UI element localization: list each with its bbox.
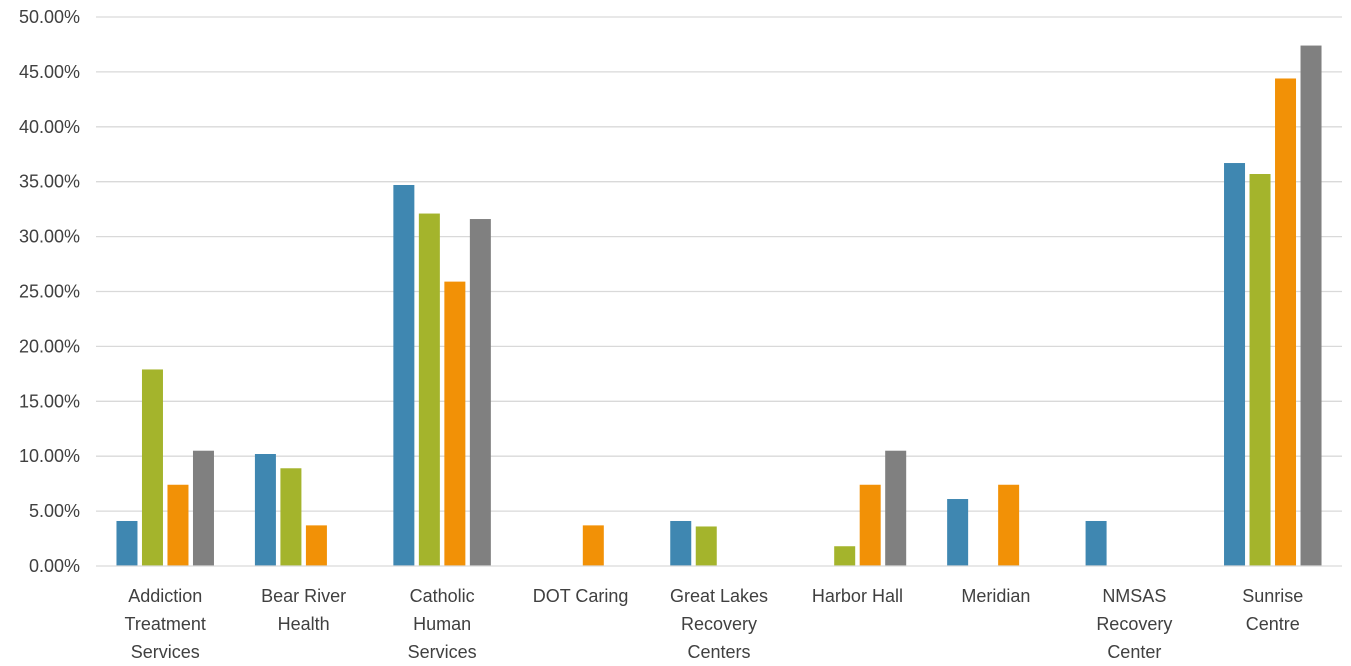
x-category-label-line: Harbor Hall: [812, 586, 903, 606]
x-category-label-line: DOT Caring: [533, 586, 629, 606]
bar-series-4-cat-6: [885, 450, 907, 566]
bar-series-4-cat-3: [469, 219, 491, 567]
bar-series-1-cat-1: [116, 520, 138, 566]
x-category-label-line: Great Lakes: [670, 586, 768, 606]
x-category-label: Great Lakes Recovery Centers: [670, 586, 768, 662]
x-category-label-line: Centers: [687, 642, 750, 662]
y-tick-label: 20.00%: [19, 336, 80, 356]
bar-series-4-cat-9: [1300, 45, 1322, 567]
bar-series-2-cat-1: [141, 369, 163, 566]
bar-series-2-cat-3: [418, 213, 440, 567]
bar-series-1-cat-5: [670, 520, 692, 566]
x-category-label-line: NMSAS: [1102, 586, 1166, 606]
x-category-label-line: Services: [131, 642, 200, 662]
bar-series-3-cat-4: [582, 525, 604, 566]
bar-series-2-cat-2: [280, 468, 302, 566]
bar-series-3-cat-9: [1275, 78, 1297, 566]
y-tick-label: 25.00%: [19, 282, 80, 302]
x-category-label: Addiction Treatment Services: [125, 586, 206, 662]
y-axis-tick-labels: 0.00% 5.00% 10.00% 15.00% 20.00% 25.00% 30.00%…: [19, 7, 80, 576]
x-category-label-line: Center: [1107, 642, 1161, 662]
x-category-label-line: Recovery: [681, 614, 757, 634]
y-tick-label: 0.00%: [29, 556, 80, 576]
x-category-label-line: Recovery: [1096, 614, 1172, 634]
bar-series-3-cat-1: [167, 484, 189, 566]
bar-series-1-cat-9: [1224, 163, 1246, 566]
x-category-label-line: Health: [278, 614, 330, 634]
x-category-label-line: Centre: [1246, 614, 1300, 634]
x-category-label-line: Human: [413, 614, 471, 634]
bar-series-1-cat-3: [393, 184, 415, 566]
x-axis-category-labels: Addiction Treatment Services Bear River Heal…: [125, 586, 1304, 662]
x-category-label: Bear River Health: [261, 586, 346, 634]
y-tick-label: 30.00%: [19, 227, 80, 247]
bars: [116, 45, 1322, 567]
bar-series-1-cat-2: [254, 454, 276, 566]
x-category-label: Harbor Hall: [812, 586, 903, 606]
y-tick-label: 15.00%: [19, 391, 80, 411]
bar-series-4-cat-1: [192, 450, 214, 566]
bar-series-2-cat-9: [1249, 174, 1271, 566]
bar-series-3-cat-2: [305, 525, 327, 566]
y-tick-label: 50.00%: [19, 7, 80, 27]
x-category-label: DOT Caring: [533, 586, 629, 606]
x-category-label-line: Meridian: [961, 586, 1030, 606]
y-tick-label: 10.00%: [19, 446, 80, 466]
x-category-label: Sunrise Centre: [1242, 586, 1303, 634]
y-tick-label: 35.00%: [19, 172, 80, 192]
x-category-label-line: Treatment: [125, 614, 206, 634]
bar-series-2-cat-5: [695, 526, 717, 566]
bar-series-3-cat-7: [998, 484, 1020, 566]
bar-series-3-cat-3: [444, 281, 466, 566]
bar-series-3-cat-6: [859, 484, 881, 566]
y-tick-label: 5.00%: [29, 501, 80, 521]
gridlines: [96, 16, 1342, 512]
bar-series-2-cat-6: [834, 546, 856, 566]
y-tick-label: 45.00%: [19, 62, 80, 82]
x-category-label: Catholic Human Services: [408, 586, 477, 662]
x-category-label-line: Bear River: [261, 586, 346, 606]
x-category-label: Meridian: [961, 586, 1030, 606]
y-tick-label: 40.00%: [19, 117, 80, 137]
x-category-label: NMSAS Recovery Center: [1096, 586, 1172, 662]
bar-series-1-cat-7: [947, 499, 969, 566]
x-category-label-line: Sunrise: [1242, 586, 1303, 606]
x-category-label-line: Services: [408, 642, 477, 662]
x-category-label-line: Catholic: [410, 586, 475, 606]
bar-series-1-cat-8: [1085, 520, 1107, 566]
x-category-label-line: Addiction: [128, 586, 202, 606]
